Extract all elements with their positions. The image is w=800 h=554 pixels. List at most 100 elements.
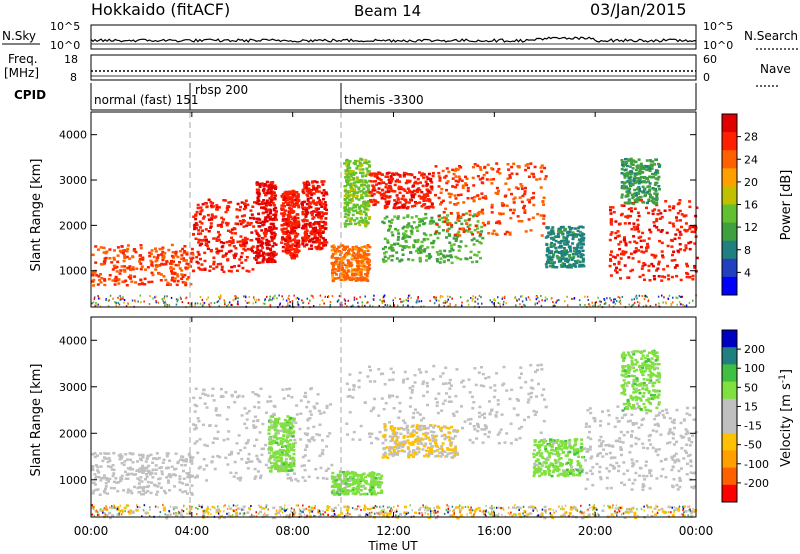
scatter-cell (131, 468, 135, 471)
scatter-cell (305, 243, 309, 246)
scatter-cell (370, 194, 374, 197)
scatter-cell (272, 425, 276, 429)
scatter-cell (169, 283, 172, 287)
scatter-cell (125, 255, 129, 259)
scatter-cell (291, 191, 295, 194)
scatter-cell (268, 197, 272, 200)
scatter-cell (636, 166, 640, 170)
scatter-cell (387, 229, 390, 232)
ground-scatter-cell (634, 296, 637, 298)
scatter-cell (182, 469, 185, 473)
scatter-cell (292, 461, 296, 465)
scatter-cell (95, 475, 98, 479)
scatter-cell (287, 203, 290, 207)
scatter-cell (177, 264, 180, 267)
scatter-cell (367, 263, 371, 267)
scatter-cell (182, 477, 186, 480)
scatter-cell (455, 237, 459, 241)
scatter-cell (614, 236, 618, 240)
scatter-cell (544, 236, 548, 239)
scatter-cell (311, 211, 314, 215)
scatter-cell (693, 242, 697, 245)
ground-scatter-cell (117, 296, 119, 299)
scatter-cell (580, 246, 584, 249)
ground-scatter-cell (114, 301, 116, 304)
ground-scatter-cell (641, 295, 644, 297)
scatter-cell (265, 201, 269, 205)
scatter-cell (497, 167, 501, 171)
scatter-cell (363, 487, 367, 490)
scatter-cell (402, 225, 406, 229)
scatter-cell (215, 239, 219, 242)
scatter-cell (286, 473, 290, 476)
scatter-cell (366, 268, 370, 272)
scatter-cell (252, 225, 256, 228)
scatter-cell (422, 173, 426, 176)
scatter-cell (527, 166, 530, 169)
scatter-cell (125, 250, 129, 253)
scatter-cell (279, 422, 283, 425)
scatter-cell (397, 232, 401, 235)
scatter-cell (303, 432, 307, 435)
scatter-cell (411, 258, 415, 262)
scatter-cell (283, 205, 286, 208)
scatter-cell (276, 452, 280, 455)
scatter-cell (294, 478, 298, 481)
scatter-cell (297, 220, 301, 224)
scatter-cell (278, 429, 282, 432)
scatter-cell (305, 238, 308, 242)
scatter-cell (636, 177, 640, 180)
scatter-cell (310, 437, 314, 440)
scatter-cell (277, 465, 281, 468)
scatter-cell (322, 241, 326, 244)
scatter-cell (225, 418, 229, 421)
scatter-cell (367, 194, 371, 197)
scatter-cell (294, 251, 298, 254)
scatter-cell (234, 232, 237, 235)
scatter-cell (291, 252, 294, 256)
scatter-cell (574, 260, 577, 263)
scatter-cell (362, 206, 366, 209)
ground-scatter-cell (467, 303, 470, 306)
scatter-cell (199, 206, 203, 209)
scatter-cell (284, 445, 288, 448)
scatter-cell (257, 406, 261, 409)
scatter-cell (185, 253, 189, 256)
ground-scatter-cell (410, 296, 412, 299)
scatter-cell (293, 226, 297, 230)
scatter-cell (116, 254, 120, 257)
scatter-cell (220, 245, 224, 249)
ground-scatter-cell (105, 298, 107, 301)
scatter-cell (258, 225, 262, 228)
scatter-cell (370, 475, 374, 478)
scatter-cell (344, 176, 348, 179)
scatter-cell (660, 229, 664, 232)
scatter-cell (346, 164, 350, 167)
scatter-cell (238, 208, 242, 212)
scatter-cell (264, 228, 268, 231)
scatter-cell (316, 196, 320, 200)
scatter-cell (105, 250, 109, 253)
scatter-cell (539, 186, 543, 189)
scatter-cell (443, 220, 447, 223)
scatter-cell (198, 212, 202, 216)
scatter-cell (574, 235, 577, 238)
scatter-cell (456, 202, 460, 205)
scatter-cell (348, 248, 352, 251)
scatter-cell (300, 464, 304, 468)
scatter-cell (126, 477, 130, 480)
scatter-cell (244, 242, 248, 245)
scatter-cell (675, 274, 679, 278)
scatter-cell (637, 214, 641, 218)
ground-scatter-cell (266, 295, 268, 298)
scatter-cell (359, 269, 363, 273)
ground-scatter-cell (164, 304, 166, 307)
scatter-cell (657, 175, 661, 179)
scatter-cell (299, 438, 303, 441)
scatter-cell (252, 426, 256, 429)
scatter-cell (634, 247, 638, 250)
scatter-cell (412, 189, 416, 193)
scatter-cell (301, 188, 305, 192)
scatter-cell (651, 254, 655, 257)
scatter-cell (155, 457, 159, 461)
